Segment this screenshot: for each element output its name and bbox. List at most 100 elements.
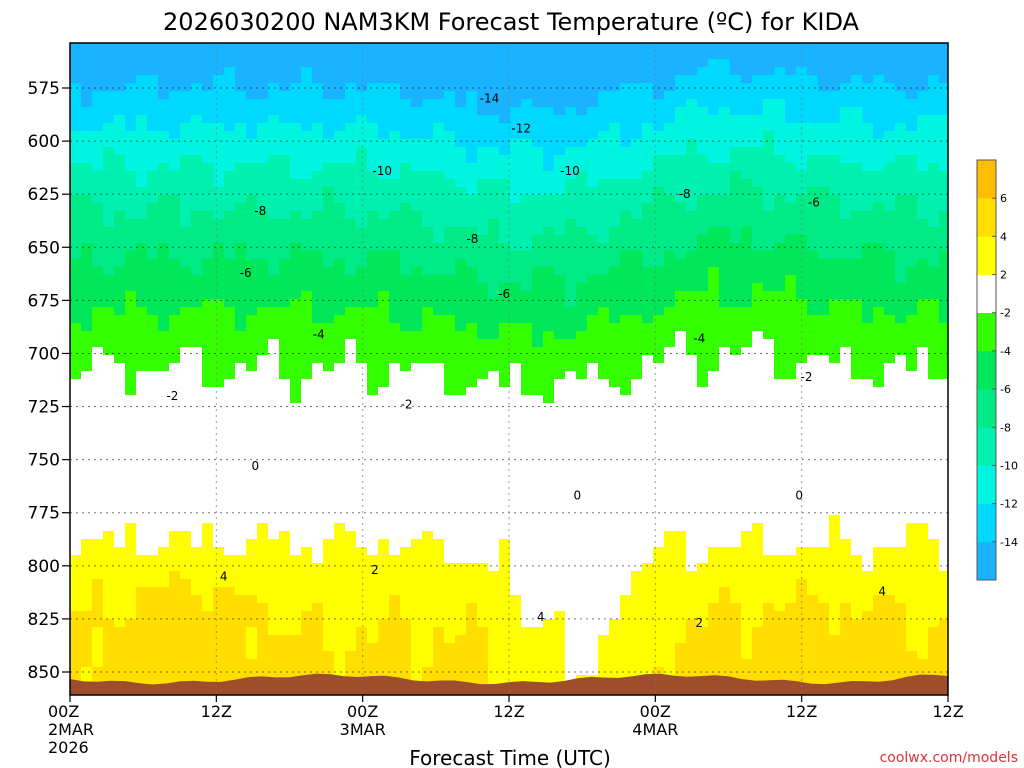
temperature-cell [554,251,566,260]
temperature-cell [224,595,236,604]
temperature-cell [268,91,280,100]
temperature-cell [224,379,236,388]
temperature-cell [565,547,577,556]
temperature-cell [378,147,390,156]
temperature-cell [477,363,489,372]
temperature-cell [488,243,500,252]
temperature-cell [334,491,346,500]
temperature-cell [257,603,269,612]
temperature-cell [158,59,170,68]
temperature-cell [235,347,247,356]
temperature-cell [92,331,104,340]
temperature-cell [730,43,742,52]
temperature-cell [367,419,379,428]
temperature-cell [92,59,104,68]
temperature-cell [400,483,412,492]
temperature-cell [103,651,115,660]
temperature-cell [81,147,93,156]
temperature-cell [565,275,577,284]
temperature-cell [257,643,269,652]
temperature-cell [103,275,115,284]
temperature-cell [389,459,401,468]
temperature-cell [191,667,203,676]
temperature-cell [345,595,357,604]
temperature-cell [389,547,401,556]
temperature-cell [312,91,324,100]
temperature-cell [664,555,676,564]
temperature-cell [576,59,588,68]
temperature-cell [499,347,511,356]
temperature-cell [125,459,137,468]
temperature-cell [279,379,291,388]
temperature-cell [345,459,357,468]
temperature-cell [400,603,412,612]
temperature-cell [235,219,247,228]
temperature-cell [158,379,170,388]
temperature-cell [719,179,731,188]
temperature-cell [191,619,203,628]
temperature-cell [136,459,148,468]
temperature-cell [609,283,621,292]
temperature-cell [224,259,236,268]
temperature-cell [433,419,445,428]
temperature-cell [136,339,148,348]
temperature-cell [543,219,555,228]
temperature-cell [565,347,577,356]
temperature-cell [389,75,401,84]
temperature-cell [345,147,357,156]
temperature-cell [378,267,390,276]
temperature-cell [268,643,280,652]
temperature-cell [576,43,588,52]
temperature-cell [444,595,456,604]
temperature-cell [367,115,379,124]
temperature-cell [301,107,313,116]
temperature-cell [103,323,115,332]
temperature-cell [730,571,742,580]
temperature-cell [719,651,731,660]
temperature-cell [356,451,368,460]
temperature-cell [378,419,390,428]
temperature-cell [180,619,192,628]
temperature-cell [598,43,610,52]
temperature-cell [70,227,82,236]
temperature-cell [169,571,181,580]
temperature-cell [246,475,258,484]
temperature-cell [521,251,533,260]
temperature-cell [290,667,302,676]
temperature-cell [554,331,566,340]
temperature-cell [499,259,511,268]
temperature-cell [675,307,687,316]
temperature-cell [455,467,467,476]
temperature-cell [422,339,434,348]
temperature-cell [477,131,489,140]
temperature-cell [719,139,731,148]
temperature-cell [180,667,192,676]
temperature-cell [147,187,159,196]
temperature-cell [81,395,93,404]
temperature-cell [367,195,379,204]
temperature-cell [587,131,599,140]
temperature-cell [92,443,104,452]
temperature-cell [466,147,478,156]
temperature-cell [499,315,511,324]
temperature-cell [81,291,93,300]
temperature-cell [158,627,170,636]
temperature-cell [103,331,115,340]
temperature-cell [92,403,104,412]
temperature-cell [609,139,621,148]
temperature-cell [565,555,577,564]
temperature-cell [631,659,643,668]
temperature-cell [290,443,302,452]
temperature-cell [598,243,610,252]
temperature-cell [686,91,698,100]
temperature-cell [664,179,676,188]
temperature-cell [587,67,599,76]
temperature-cell [235,315,247,324]
temperature-cell [158,467,170,476]
temperature-cell [224,331,236,340]
temperature-cell [290,579,302,588]
temperature-cell [356,211,368,220]
temperature-cell [697,387,709,396]
temperature-cell [169,595,181,604]
temperature-cell [103,171,115,180]
